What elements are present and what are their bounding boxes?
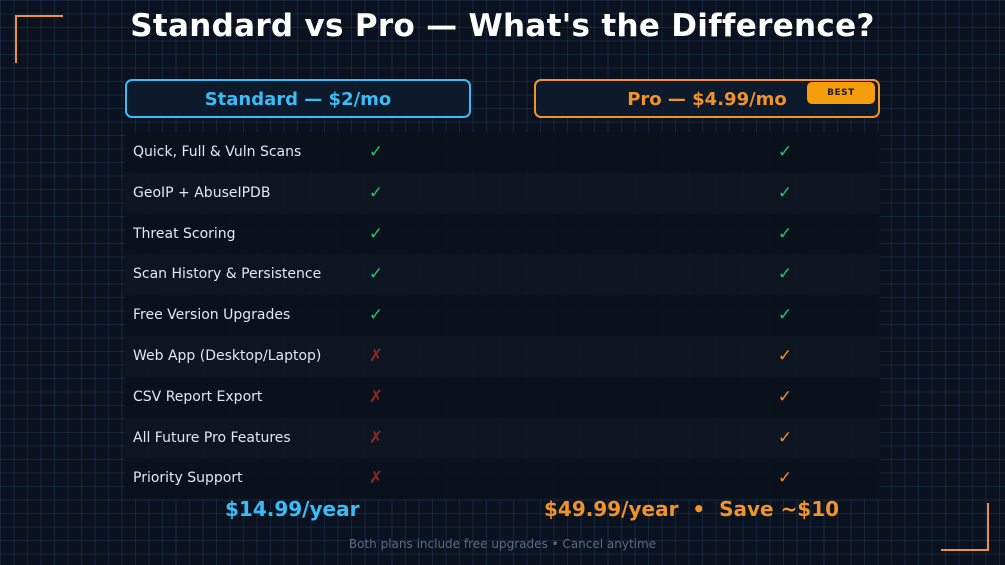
check-icon: ✓ — [368, 182, 384, 203]
feature-name: All Future Pro Features — [133, 429, 291, 446]
feature-name: Threat Scoring — [133, 225, 236, 242]
cross-icon: ✗ — [368, 386, 384, 407]
feature-name: Priority Support — [133, 470, 243, 487]
check-icon: ✓ — [777, 305, 793, 326]
feature-name: CSV Report Export — [133, 388, 263, 405]
cross-icon: ✗ — [368, 345, 384, 366]
plan-header-standard[interactable]: Standard — $2/mo — [125, 79, 471, 118]
check-icon: ✓ — [777, 223, 793, 244]
check-icon: ✓ — [368, 305, 384, 326]
feature-name: GeoIP + AbuseIPDB — [133, 184, 271, 201]
standard-yearly-price: $14.99/year — [225, 497, 360, 521]
feature-name: Free Version Upgrades — [133, 307, 291, 324]
best-badge: BEST — [807, 82, 875, 104]
feature-name: Quick, Full & Vuln Scans — [133, 144, 302, 160]
check-icon: ✓ — [368, 142, 384, 162]
check-icon: ✓ — [777, 264, 793, 285]
check-icon: ✓ — [777, 182, 793, 203]
feature-comparison-table: Quick, Full & Vuln Scans ✓ ✓ GeoIP + AbuseI… — [125, 132, 880, 500]
plan-standard-label: Standard — $2/mo — [204, 89, 392, 110]
footer-note: Both plans include free upgrades • Cance… — [348, 537, 657, 551]
plan-header-pro[interactable]: Pro — $4.99/mo BEST — [534, 79, 880, 118]
table-row: Scan History & Persistence ✓ ✓ — [125, 254, 880, 296]
feature-name: Web App (Desktop/Laptop) — [133, 347, 322, 364]
page-title: Standard vs Pro — What's the Difference? — [130, 8, 875, 44]
check-icon: ✓ — [777, 345, 793, 366]
check-icon: ✓ — [777, 468, 793, 489]
plan-pro-label: Pro — $4.99/mo — [627, 89, 787, 110]
table-row: Web App (Desktop/Laptop) ✗ ✓ — [125, 335, 880, 377]
table-row: Priority Support ✗ ✓ — [125, 458, 880, 500]
table-row: GeoIP + AbuseIPDB ✓ ✓ — [125, 172, 880, 214]
corner-bracket-top-left — [15, 15, 63, 63]
feature-name: Scan History & Persistence — [133, 266, 322, 283]
table-row: All Future Pro Features ✗ ✓ — [125, 417, 880, 459]
check-icon: ✓ — [777, 386, 793, 407]
table-row: Threat Scoring ✓ ✓ — [125, 213, 880, 255]
cross-icon: ✗ — [368, 468, 384, 489]
check-icon: ✓ — [777, 142, 793, 162]
check-icon: ✓ — [368, 223, 384, 244]
check-icon: ✓ — [777, 427, 793, 448]
table-row: Quick, Full & Vuln Scans ✓ ✓ — [125, 132, 880, 173]
check-icon: ✓ — [368, 264, 384, 285]
table-row: CSV Report Export ✗ ✓ — [125, 376, 880, 418]
corner-bracket-bottom-right — [941, 503, 989, 551]
table-row: Free Version Upgrades ✓ ✓ — [125, 295, 880, 336]
pro-yearly-price: $49.99/year • Save ~$10 — [544, 497, 840, 521]
cross-icon: ✗ — [368, 427, 384, 448]
